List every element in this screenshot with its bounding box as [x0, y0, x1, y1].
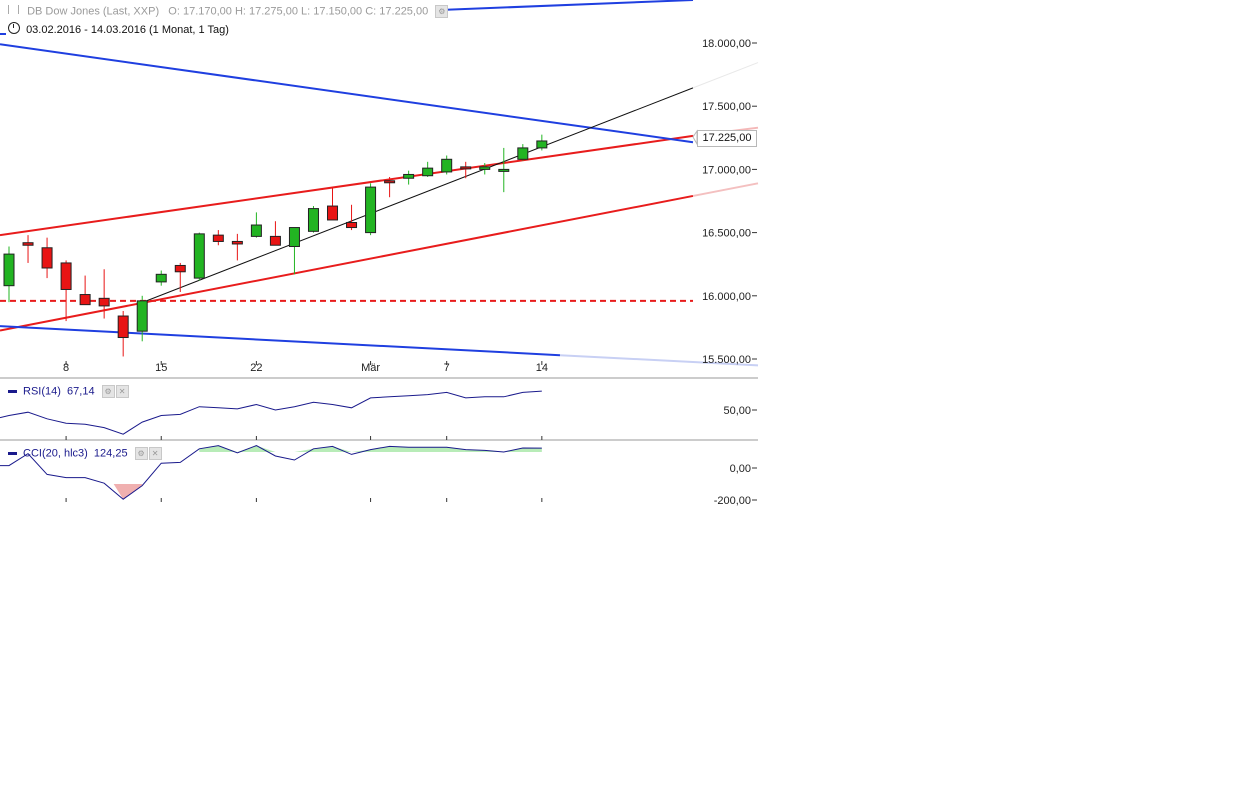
candle-up — [136, 300, 148, 332]
date-range-legend: 03.02.2016 - 14.03.2016 (1 Monat, 1 Tag) — [8, 21, 229, 36]
cci-settings-icon[interactable]: ⚙ — [134, 447, 148, 460]
candle-up — [250, 224, 262, 237]
candle-up — [3, 253, 15, 287]
candle-down — [460, 166, 472, 170]
candle-up — [365, 186, 377, 234]
candle-down — [212, 234, 224, 242]
candle-up — [441, 158, 453, 173]
x-tick-label: 14 — [536, 362, 548, 374]
cci-close-icon[interactable]: ✕ — [148, 447, 162, 460]
cci-line — [0, 445, 542, 500]
cci-value: 124,25 — [93, 447, 128, 460]
x-tick-label: 7 — [444, 362, 450, 374]
settings-gear-icon[interactable]: ⚙ — [435, 5, 449, 18]
rsi-label: RSI(14) — [23, 385, 61, 398]
rsi-line — [0, 390, 542, 435]
black-trend-line — [139, 87, 694, 304]
candle-down — [346, 221, 358, 229]
candle-down — [41, 247, 53, 269]
cci-label: CCI(20, hlc3) — [23, 447, 88, 460]
candle-up — [193, 233, 205, 279]
upper-blue-channel-line — [0, 43, 694, 144]
instrument-name: DB Dow Jones (Last, XXP) — [27, 5, 160, 18]
cci-swatch-icon — [8, 452, 17, 455]
drawing-lines-layer — [0, 0, 759, 367]
cci-oversold-fill — [113, 484, 143, 500]
x-tick-label: 8 — [63, 362, 69, 374]
candle-up — [479, 166, 491, 170]
clock-icon — [8, 22, 20, 34]
rsi-legend: RSI(14) 67,14 ⚙ ✕ — [8, 385, 129, 398]
instrument-legend: DB Dow Jones (Last, XXP) O: 17.170,00 H:… — [8, 5, 449, 18]
axis-layer: 8 15 22 Mär 7 14 18.000,00 17.500,00 17.000,00 16… — [63, 38, 757, 507]
candles-layer — [3, 134, 548, 357]
candle-down — [231, 240, 243, 245]
candle-down — [327, 205, 339, 221]
cci-legend: CCI(20, hlc3) 124,25 ⚙ ✕ — [8, 447, 162, 460]
candle-down — [98, 297, 110, 307]
rsi-swatch-icon — [8, 390, 17, 393]
last-price-badge: 17.225,00 — [697, 130, 757, 147]
ohlc-values: O: 17.170,00 H: 17.275,00 L: 17.150,00 C… — [168, 5, 429, 18]
candle-up — [288, 227, 300, 248]
indicator-lines-layer — [0, 390, 542, 500]
chart-header: DB Dow Jones (Last, XXP) O: 17.170,00 H:… — [0, 0, 760, 38]
rsi-close-icon[interactable]: ✕ — [115, 385, 129, 398]
cci-fill-layer — [113, 445, 542, 500]
bars-icon — [8, 5, 19, 15]
candle-up — [422, 167, 434, 177]
y-tick-label: 15.500,00 — [702, 354, 751, 366]
upper-red-channel-line — [0, 134, 694, 237]
top-blue-channel-line — [439, 0, 694, 11]
y-tick-label: 17.500,00 — [702, 101, 751, 113]
lower-red-channel-extension — [692, 182, 759, 197]
date-range: 03.02.2016 - 14.03.2016 (1 Monat, 1 Tag) — [26, 24, 229, 36]
cci-tick-label: -200,00 — [714, 495, 751, 507]
chart-frame — [0, 377, 758, 441]
y-tick-label: 16.500,00 — [702, 228, 751, 240]
x-tick-label: 15 — [155, 362, 167, 374]
x-tick-label: 22 — [250, 362, 262, 374]
candle-up — [307, 208, 319, 232]
candle-down — [22, 242, 34, 246]
candle-down — [174, 264, 186, 273]
candle-up — [536, 140, 548, 149]
y-tick-label: 17.000,00 — [702, 164, 751, 176]
cci-tick-label: 0,00 — [730, 463, 751, 475]
candle-up — [498, 168, 510, 172]
candle-down — [269, 235, 281, 246]
x-tick-label: Mär — [361, 362, 380, 374]
candle-up — [403, 173, 415, 179]
candle-down — [79, 294, 91, 306]
candle-up — [155, 273, 167, 283]
rsi-settings-icon[interactable]: ⚙ — [101, 385, 115, 398]
lower-blue-channel-line — [0, 325, 561, 357]
black-trend-extension — [692, 62, 759, 89]
candle-down — [384, 180, 396, 184]
candle-up — [517, 147, 529, 160]
lower-blue-channel-extension — [559, 354, 759, 367]
lower-red-channel-line — [0, 194, 694, 332]
y-tick-label: 18.000,00 — [702, 38, 751, 50]
rsi-tick-label: 50,00 — [723, 405, 751, 417]
cci-overbought-fill — [199, 445, 542, 452]
candle-down — [60, 262, 72, 290]
rsi-value: 67,14 — [67, 385, 95, 398]
candle-down — [117, 315, 129, 339]
y-tick-label: 16.000,00 — [702, 291, 751, 303]
